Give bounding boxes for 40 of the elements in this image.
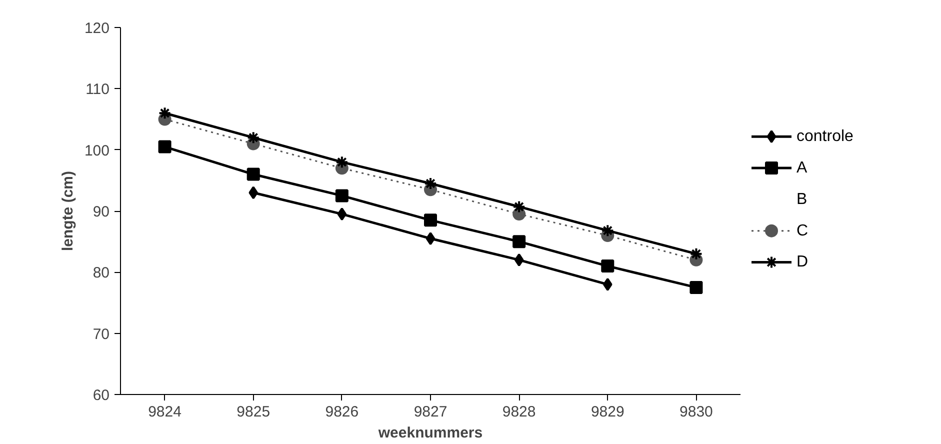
text: B bbox=[796, 190, 808, 208]
x-tick-label: 9829 bbox=[590, 404, 624, 420]
x-tick-label: 9826 bbox=[325, 404, 359, 420]
point bbox=[602, 278, 612, 291]
legend-label: A bbox=[796, 160, 808, 177]
point bbox=[512, 235, 526, 248]
y-tick-label: 110 bbox=[86, 81, 110, 98]
point bbox=[426, 232, 436, 246]
point bbox=[424, 214, 437, 227]
point bbox=[601, 224, 614, 238]
point bbox=[514, 253, 524, 266]
x-tick-label: 9830 bbox=[680, 404, 713, 420]
y-tick-label: 70 bbox=[92, 326, 110, 343]
point bbox=[424, 176, 437, 190]
y-tick-label: 90 bbox=[92, 204, 110, 220]
point bbox=[246, 168, 260, 181]
point bbox=[337, 208, 347, 221]
point bbox=[246, 131, 260, 144]
y-axis-title: lengte (cm) bbox=[59, 170, 76, 252]
point bbox=[512, 200, 526, 214]
point bbox=[690, 280, 703, 294]
point bbox=[158, 140, 172, 154]
point bbox=[335, 189, 348, 202]
y-tick-label: 100 bbox=[84, 142, 110, 160]
x-axis-title: weeknummers bbox=[377, 424, 483, 442]
point bbox=[335, 156, 348, 169]
point bbox=[248, 186, 258, 200]
legend-label: controle bbox=[796, 128, 854, 146]
legend-label: D bbox=[796, 254, 808, 271]
x-tick-label: 9828 bbox=[502, 404, 536, 420]
y-tick-label: 60 bbox=[92, 387, 110, 404]
y-tick-label: 120 bbox=[84, 20, 110, 37]
x-tick-label: 9827 bbox=[414, 404, 448, 420]
x-tick-label: 9825 bbox=[236, 404, 270, 420]
x-tick-label: 9824 bbox=[148, 404, 182, 420]
point bbox=[690, 247, 703, 260]
legend-label: C bbox=[796, 222, 808, 240]
point bbox=[158, 106, 172, 120]
y-tick-label: 80 bbox=[92, 264, 110, 282]
point bbox=[601, 260, 614, 273]
